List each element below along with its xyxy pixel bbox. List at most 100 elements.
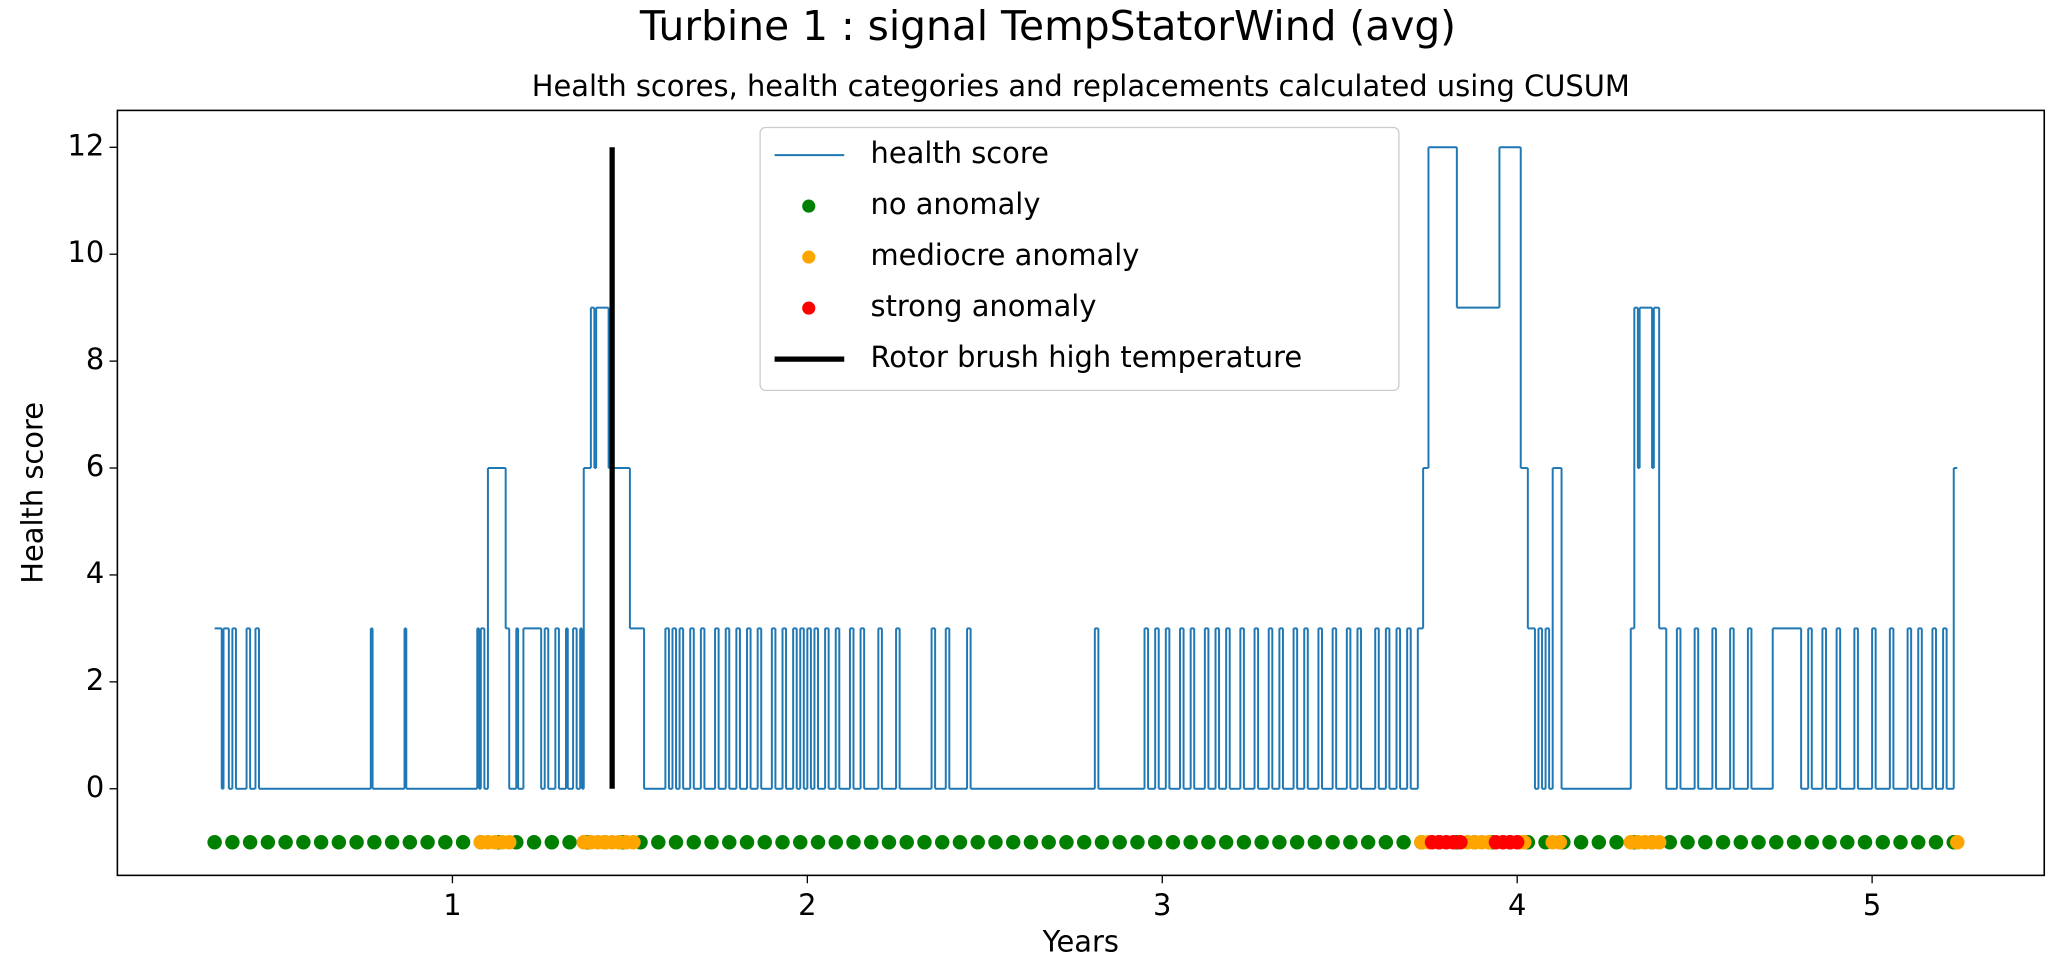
category-point: [1023, 834, 1039, 850]
category-point: [1733, 834, 1749, 850]
category-point: [1950, 834, 1965, 850]
legend-marker: [802, 301, 816, 315]
category-point: [278, 834, 293, 850]
category-point: [296, 834, 311, 850]
x-tick-label: 5: [1863, 888, 1881, 922]
category-point: [1005, 834, 1021, 850]
category-point: [1236, 834, 1252, 850]
category-point: [722, 834, 737, 850]
category-point: [420, 834, 435, 850]
category-point: [438, 834, 453, 850]
x-tick-label: 3: [1153, 888, 1171, 922]
category-point: [1751, 834, 1766, 850]
x-axis-label: Years: [1042, 925, 1119, 959]
health-score-line: [214, 146, 1958, 790]
y-tick-label: 10: [67, 235, 104, 269]
category-point: [1928, 834, 1944, 850]
axes-frame: [116, 109, 2046, 877]
category-point: [242, 834, 258, 850]
category-point: [1875, 834, 1890, 850]
category-point: [1609, 834, 1624, 850]
category-point: [1307, 834, 1323, 850]
category-point: [1396, 834, 1411, 850]
category-point: [1662, 834, 1678, 850]
category-point: [1822, 834, 1837, 850]
category-point: [562, 834, 577, 850]
category-point: [1272, 834, 1287, 850]
category-point: [970, 834, 985, 850]
category-point: [455, 834, 471, 850]
category-point: [1218, 834, 1234, 850]
category-point: [331, 834, 347, 850]
x-tick-label: 4: [1508, 888, 1526, 922]
category-point: [1573, 834, 1589, 850]
legend-label: mediocre anomaly: [871, 238, 1140, 272]
category-point: [1552, 834, 1568, 850]
legend-label: health score: [871, 136, 1049, 170]
category-point: [1453, 834, 1468, 850]
y-tick-label: 8: [86, 342, 104, 376]
legend-marker: [802, 199, 816, 213]
y-tick-label: 0: [86, 770, 104, 804]
category-point: [1715, 834, 1731, 850]
category-point: [1509, 834, 1525, 850]
category-point: [1893, 834, 1908, 850]
category-point: [1041, 834, 1056, 850]
category-point: [739, 834, 755, 850]
category-point: [917, 834, 932, 850]
category-point: [881, 834, 897, 850]
category-point: [402, 834, 418, 850]
legend-label: no anomaly: [871, 187, 1041, 221]
category-point: [757, 834, 772, 850]
category-point: [668, 834, 684, 850]
category-point: [1840, 834, 1855, 850]
category-point: [1911, 834, 1926, 850]
y-tick-label: 4: [86, 556, 104, 590]
category-point: [501, 834, 517, 850]
category-point: [1183, 834, 1198, 850]
category-point: [544, 834, 560, 850]
category-point: [1254, 834, 1269, 850]
category-point: [1094, 834, 1110, 850]
category-points: [473, 834, 1965, 850]
category-point: [1076, 834, 1092, 850]
x-tick-label: 1: [443, 888, 461, 922]
category-point: [1130, 834, 1145, 850]
category-point: [207, 834, 222, 850]
category-point: [1680, 834, 1695, 850]
category-point: [793, 834, 808, 850]
legend-label: Rotor brush high temperature: [871, 340, 1303, 374]
category-point: [775, 834, 790, 850]
category-point: [1786, 834, 1802, 850]
y-tick-label: 6: [86, 449, 104, 483]
category-point: [864, 834, 879, 850]
category-point: [810, 834, 826, 850]
category-point: [1698, 834, 1713, 850]
category-point: [1059, 834, 1074, 850]
category-point: [349, 834, 364, 850]
category-point: [846, 834, 861, 850]
category-point: [260, 834, 276, 850]
category-point: [1289, 834, 1305, 850]
y-axis-label: Health score: [16, 402, 50, 584]
category-point: [526, 834, 542, 850]
legend-label: strong anomaly: [871, 289, 1097, 323]
category-point: [828, 834, 843, 850]
category-point: [988, 834, 1003, 850]
chart-title: Turbine 1 : signal TempStatorWind (avg): [639, 2, 1456, 50]
legend-marker: [802, 250, 816, 264]
category-point: [651, 834, 666, 850]
category-point: [1165, 834, 1181, 850]
category-point: [1201, 834, 1216, 850]
legend: health score no anomaly mediocre anomaly st…: [759, 126, 1400, 392]
category-point: [384, 834, 400, 850]
category-point: [1769, 834, 1784, 850]
category-point: [704, 834, 719, 850]
category-point: [686, 834, 702, 850]
category-point: [313, 834, 329, 850]
category-point: [1325, 834, 1340, 850]
x-tick-label: 2: [798, 888, 816, 922]
